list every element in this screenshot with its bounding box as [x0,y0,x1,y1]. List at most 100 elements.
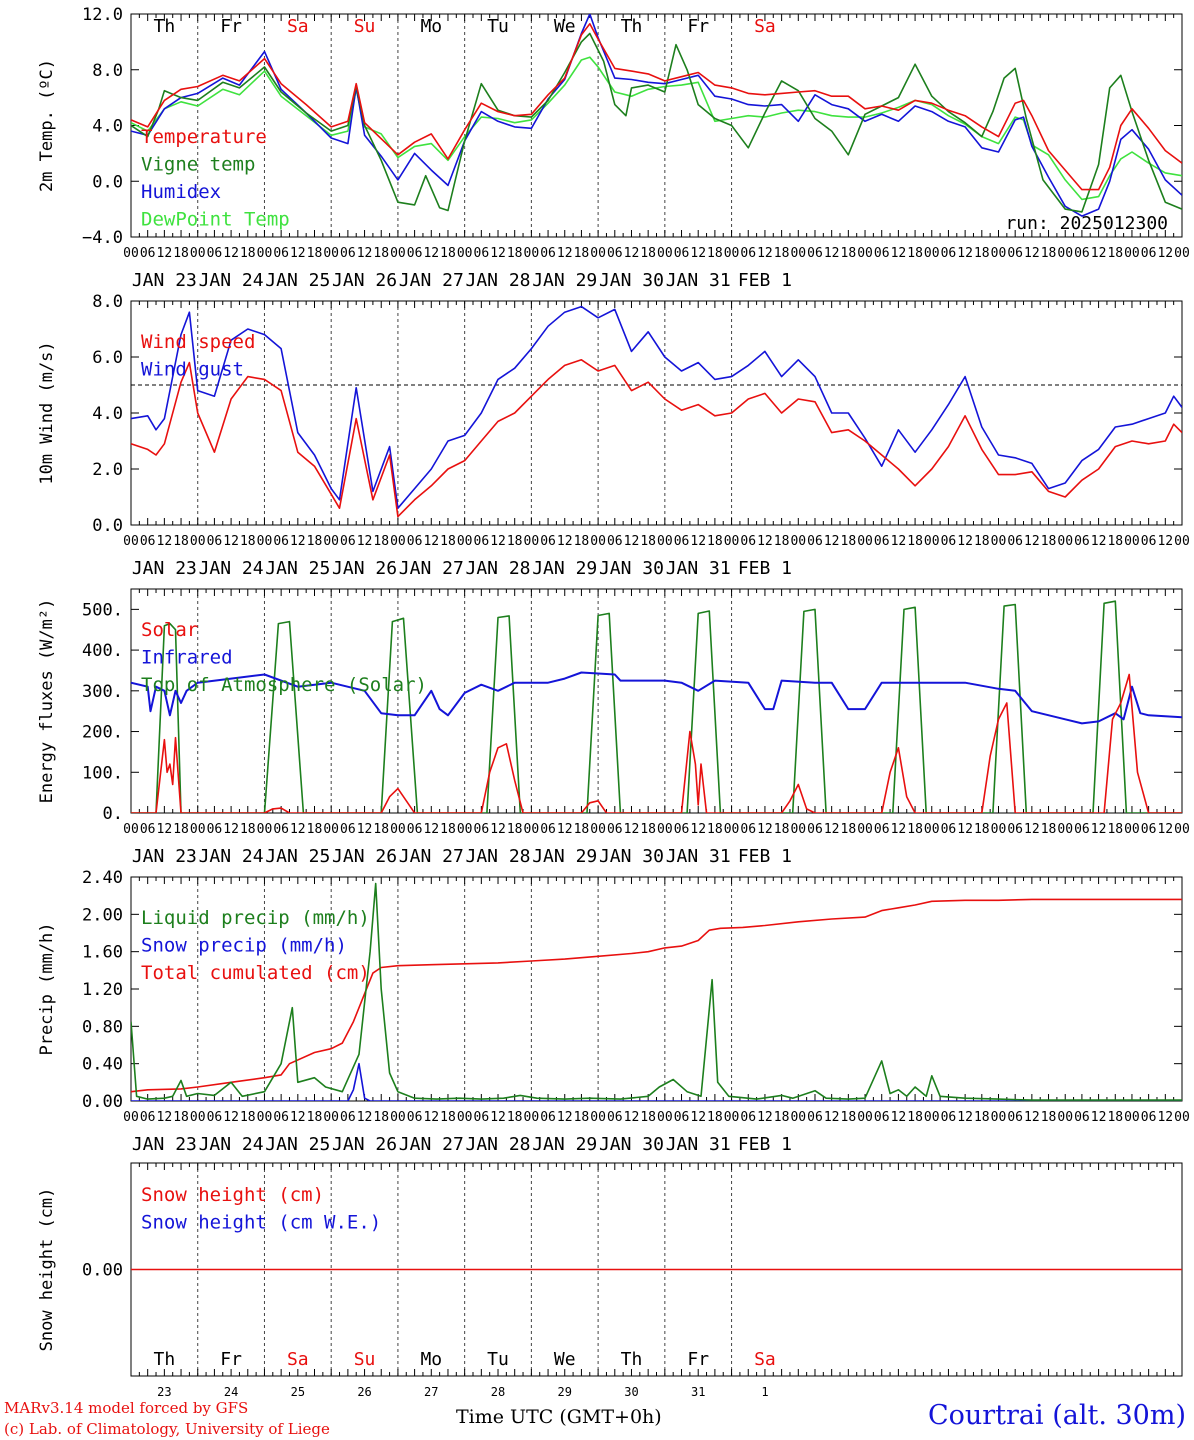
hour-label: 12 [357,534,373,549]
date-label: JAN 30 [599,846,664,867]
hour-label: 00 [123,822,139,837]
hour-label: 00 [924,534,940,549]
date-label: FEB 1 [738,1134,792,1155]
hour-label: 00 [323,1110,339,1125]
legend-entry: Total cumulated (cm) [141,962,370,984]
hour-label: 06 [340,246,356,261]
hour-label: 18 [841,1110,857,1125]
hour-label: 12 [157,246,173,261]
hour-label: 18 [640,534,656,549]
hour-label: 00 [1174,822,1190,837]
hour-label: 06 [807,246,823,261]
hour-label: 12 [423,246,439,261]
hour-label: 12 [891,246,907,261]
hour-label: 00 [1057,246,1073,261]
hour-label: 12 [157,822,173,837]
hour-label: 06 [207,822,223,837]
hour-label: 12 [557,534,573,549]
hour-label: 06 [874,246,890,261]
hour-label: 18 [1041,246,1057,261]
weekday-label: Sa [754,16,776,37]
date-label: JAN 30 [599,1134,664,1155]
day-number-label: 28 [491,1385,505,1399]
hour-label: 00 [724,1110,740,1125]
hour-label: 06 [1007,1110,1023,1125]
y-axis-label: Snow height (cm) [37,1188,57,1352]
hour-label: 00 [790,822,806,837]
date-label: JAN 28 [466,270,531,291]
hour-label: 06 [407,822,423,837]
hour-label: 18 [1041,1110,1057,1125]
hour-label: 06 [807,534,823,549]
hour-label: 12 [624,534,640,549]
hour-label: 00 [657,1110,673,1125]
date-label: JAN 25 [265,1134,330,1155]
y-tick-label: 4.0 [92,404,123,424]
date-label: JAN 24 [199,846,264,867]
hour-label: 00 [991,822,1007,837]
series-line-red [131,673,1182,813]
hour-label: 00 [524,1110,540,1125]
hour-label: 00 [1124,246,1140,261]
hour-label: 00 [190,534,206,549]
weekday-label: We [554,1349,576,1370]
day-number-label: 27 [424,1385,438,1399]
weekday-label: Sa [287,16,309,37]
hour-label: 12 [423,534,439,549]
hour-label: 12 [490,534,506,549]
day-number-label: 26 [357,1385,371,1399]
hour-label: 18 [1041,822,1057,837]
date-label: JAN 24 [199,558,264,579]
hour-label: 00 [924,1110,940,1125]
y-tick-label: 6.0 [92,348,123,368]
hour-label: 00 [1174,1110,1190,1125]
hour-label: 00 [323,246,339,261]
hour-label: 00 [790,246,806,261]
hour-label: 00 [323,534,339,549]
hour-label: 12 [824,1110,840,1125]
hour-label: 18 [774,246,790,261]
legend-entry: Wind speed [141,331,255,353]
hour-label: 18 [1107,246,1123,261]
y-tick-label: 200. [82,723,123,743]
hour-label: 06 [1007,822,1023,837]
date-label: JAN 26 [332,270,397,291]
series-line-blue [131,14,1182,217]
date-label: JAN 27 [399,846,464,867]
y-axis-label: 10m Wind (m/s) [37,341,57,484]
date-label: FEB 1 [738,270,792,291]
hour-label: 12 [1091,246,1107,261]
hour-label: 00 [190,246,206,261]
hour-label: 18 [373,822,389,837]
date-label: JAN 29 [532,1134,597,1155]
hour-label: 06 [607,1110,623,1125]
hour-label: 00 [657,246,673,261]
hour-label: 00 [257,822,273,837]
hour-label: 12 [1157,1110,1173,1125]
weekday-label: Th [154,1349,176,1370]
hour-label: 00 [390,534,406,549]
y-tick-label: 0.0 [92,172,123,192]
hour-label: 00 [991,534,1007,549]
legend-entry: Snow height (cm) [141,1184,324,1206]
hour-label: 18 [774,822,790,837]
hour-label: 18 [574,246,590,261]
series-line-green [131,32,1182,213]
copyright: (c) Lab. of Climatology, University of L… [4,1420,330,1438]
series-line-blue [131,1062,1182,1101]
weekday-label: Sa [754,1349,776,1370]
hour-label: 06 [207,1110,223,1125]
hour-label: 06 [140,822,156,837]
hour-label: 00 [524,246,540,261]
hour-label: 06 [874,1110,890,1125]
legend-entry: Infrared [141,647,233,669]
date-label: JAN 25 [265,270,330,291]
date-label: JAN 31 [666,846,731,867]
hour-label: 12 [357,1110,373,1125]
weekday-label: Th [154,16,176,37]
y-tick-label: 8.0 [92,61,123,81]
y-tick-label: 300. [82,682,123,702]
date-label: JAN 26 [332,1134,397,1155]
hour-label: 18 [1107,1110,1123,1125]
date-label: JAN 31 [666,558,731,579]
